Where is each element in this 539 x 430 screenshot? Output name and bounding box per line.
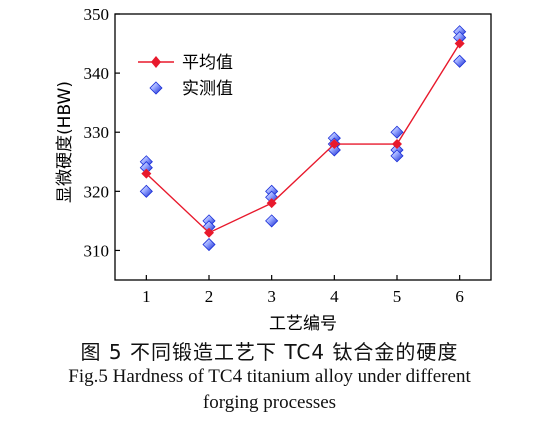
axis-ticks: 310 320 330 340 350 1 2 3 4 5 6 bbox=[84, 5, 464, 306]
x-tick-label: 4 bbox=[330, 287, 339, 306]
legend: 平均值 实测值 bbox=[138, 53, 233, 99]
figure-caption-cn: 图 5 不同锻造工艺下 TC4 钛合金的硬度 bbox=[80, 340, 459, 364]
y-tick-label: 330 bbox=[84, 123, 110, 142]
mean-point bbox=[141, 168, 152, 179]
mean-point bbox=[266, 198, 277, 209]
legend-mean-label: 平均值 bbox=[182, 53, 233, 73]
legend-mean-marker bbox=[151, 56, 161, 68]
figure-caption-en-line2: forging processes bbox=[202, 392, 337, 413]
axes bbox=[114, 13, 492, 281]
measured-point bbox=[390, 125, 404, 139]
mean-point bbox=[454, 38, 465, 49]
x-tick-label: 2 bbox=[205, 287, 214, 306]
mean-point bbox=[204, 227, 214, 238]
x-axis-label: 工艺编号 bbox=[269, 314, 337, 334]
legend-measured-marker bbox=[149, 81, 163, 95]
measured-point bbox=[453, 54, 467, 68]
measured-point bbox=[265, 214, 279, 228]
x-tick-label: 5 bbox=[393, 287, 402, 306]
hardness-chart: 310 320 330 340 350 1 2 3 4 5 6 显微硬度(HBW) 工艺编号 平均值… bbox=[55, 5, 492, 334]
x-tick-label: 1 bbox=[142, 287, 151, 306]
mean-point bbox=[329, 139, 340, 150]
y-tick-label: 320 bbox=[84, 182, 110, 201]
figure-caption-en-line1: Fig.5 Hardness of TC4 titanium alloy und… bbox=[68, 366, 471, 387]
mean-point bbox=[392, 139, 402, 150]
y-tick-label: 310 bbox=[84, 241, 110, 260]
legend-measured-label: 实测值 bbox=[182, 79, 233, 99]
y-tick-label: 340 bbox=[84, 64, 110, 83]
series bbox=[139, 25, 467, 252]
measured-point bbox=[390, 149, 404, 163]
plot-frame bbox=[114, 13, 492, 281]
measured-point bbox=[202, 237, 216, 252]
mean-line bbox=[145, 43, 461, 234]
y-axis-label: 显微硬度(HBW) bbox=[55, 81, 75, 203]
x-tick-label: 3 bbox=[267, 287, 276, 306]
measured-point bbox=[139, 184, 153, 198]
y-tick-label: 350 bbox=[84, 5, 110, 24]
x-tick-label: 6 bbox=[455, 287, 464, 306]
